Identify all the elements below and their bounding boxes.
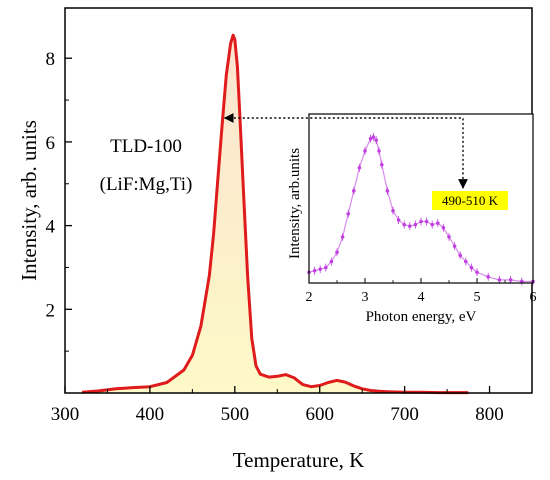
- spectrum-point: [419, 219, 423, 224]
- spectrum-point: [424, 219, 429, 224]
- glow-curve-line: [81, 33, 469, 395]
- spectrum-point: [335, 250, 339, 255]
- spectrum-point: [441, 225, 446, 230]
- spectrum-point: [377, 149, 381, 153]
- spectrum-point: [363, 149, 367, 153]
- main-x-tick-label: 300: [51, 404, 80, 425]
- material-annotation-formula: (LiF:Mg,Ti): [100, 174, 193, 195]
- spectrum-point: [447, 235, 451, 239]
- spectrum-point: [391, 208, 395, 213]
- temperature-range-label-background: [432, 191, 508, 210]
- spectrum-point: [430, 222, 435, 227]
- spectrum-point: [452, 244, 457, 248]
- main-x-axis-label: Temperature, K: [233, 448, 364, 472]
- main-x-tick-label: 500: [221, 404, 250, 425]
- spectrum-point: [486, 275, 491, 279]
- spectrum-point: [318, 267, 323, 271]
- main-x-tick-label: 700: [390, 404, 419, 425]
- spectrum-point: [402, 222, 407, 227]
- spectrum-point: [413, 222, 418, 227]
- main-x-tick-label: 600: [305, 404, 334, 425]
- inset-x-tick-label: 2: [306, 290, 313, 305]
- spectrum-point: [497, 278, 502, 282]
- spectrum-point: [352, 189, 356, 193]
- spectrum-point: [458, 253, 463, 258]
- spectrum-point: [475, 270, 479, 275]
- spectrum-point: [408, 224, 412, 228]
- spectrum-point: [396, 218, 401, 222]
- spectrum-point: [312, 268, 317, 273]
- inset-y-axis-label: Intensity, arb.units: [287, 148, 303, 259]
- spectrum-point: [374, 138, 379, 142]
- spectrum-point: [371, 135, 376, 139]
- inset-x-axis-label: Photon energy, eV: [366, 309, 477, 325]
- main-y-axis-label: Intensity, arb. units: [17, 120, 41, 281]
- spectrum-point: [340, 235, 345, 239]
- peak-to-inset-connector-arrow: [223, 113, 468, 189]
- main-x-tick-label: 800: [475, 404, 504, 425]
- spectrum-point: [324, 265, 328, 270]
- spectrum-point: [329, 259, 334, 264]
- spectrum-point: [464, 259, 468, 264]
- inset-x-tick-label: 4: [418, 290, 425, 305]
- spectrum-point: [520, 279, 524, 284]
- spectrum-point: [469, 265, 474, 270]
- main-y-tick-label: 2: [46, 300, 56, 321]
- spectrum-point: [357, 165, 362, 170]
- spectrum-point: [385, 189, 390, 193]
- main-y-tick-label: 4: [46, 217, 56, 238]
- main-glow-curve-chart: 300 400 500 600 700 800 2 4 6 8 Temperature, K In…: [17, 7, 533, 472]
- main-y-tick-label: 6: [46, 133, 56, 154]
- spectrum-point: [508, 278, 513, 282]
- main-x-tick-label: 400: [136, 404, 165, 425]
- temperature-range-label: 490-510 K: [442, 193, 499, 208]
- main-y-tick-label: 8: [46, 49, 56, 70]
- inset-x-tick-label: 3: [362, 290, 369, 305]
- main-axis-ticks: 300 400 500 600 700 800 2 4 6 8: [46, 49, 504, 425]
- spectrum-point: [436, 221, 440, 225]
- inset-x-tick-label: 5: [474, 290, 481, 305]
- inset-emission-spectrum-chart: 2 3 4 5 6 Photon energy, eV Intensity, arb.u…: [287, 113, 537, 325]
- inset-x-tick-label: 6: [530, 290, 537, 305]
- spectrum-point: [380, 162, 384, 167]
- spectrum-point: [346, 212, 351, 216]
- material-annotation-title: TLD-100: [110, 136, 182, 157]
